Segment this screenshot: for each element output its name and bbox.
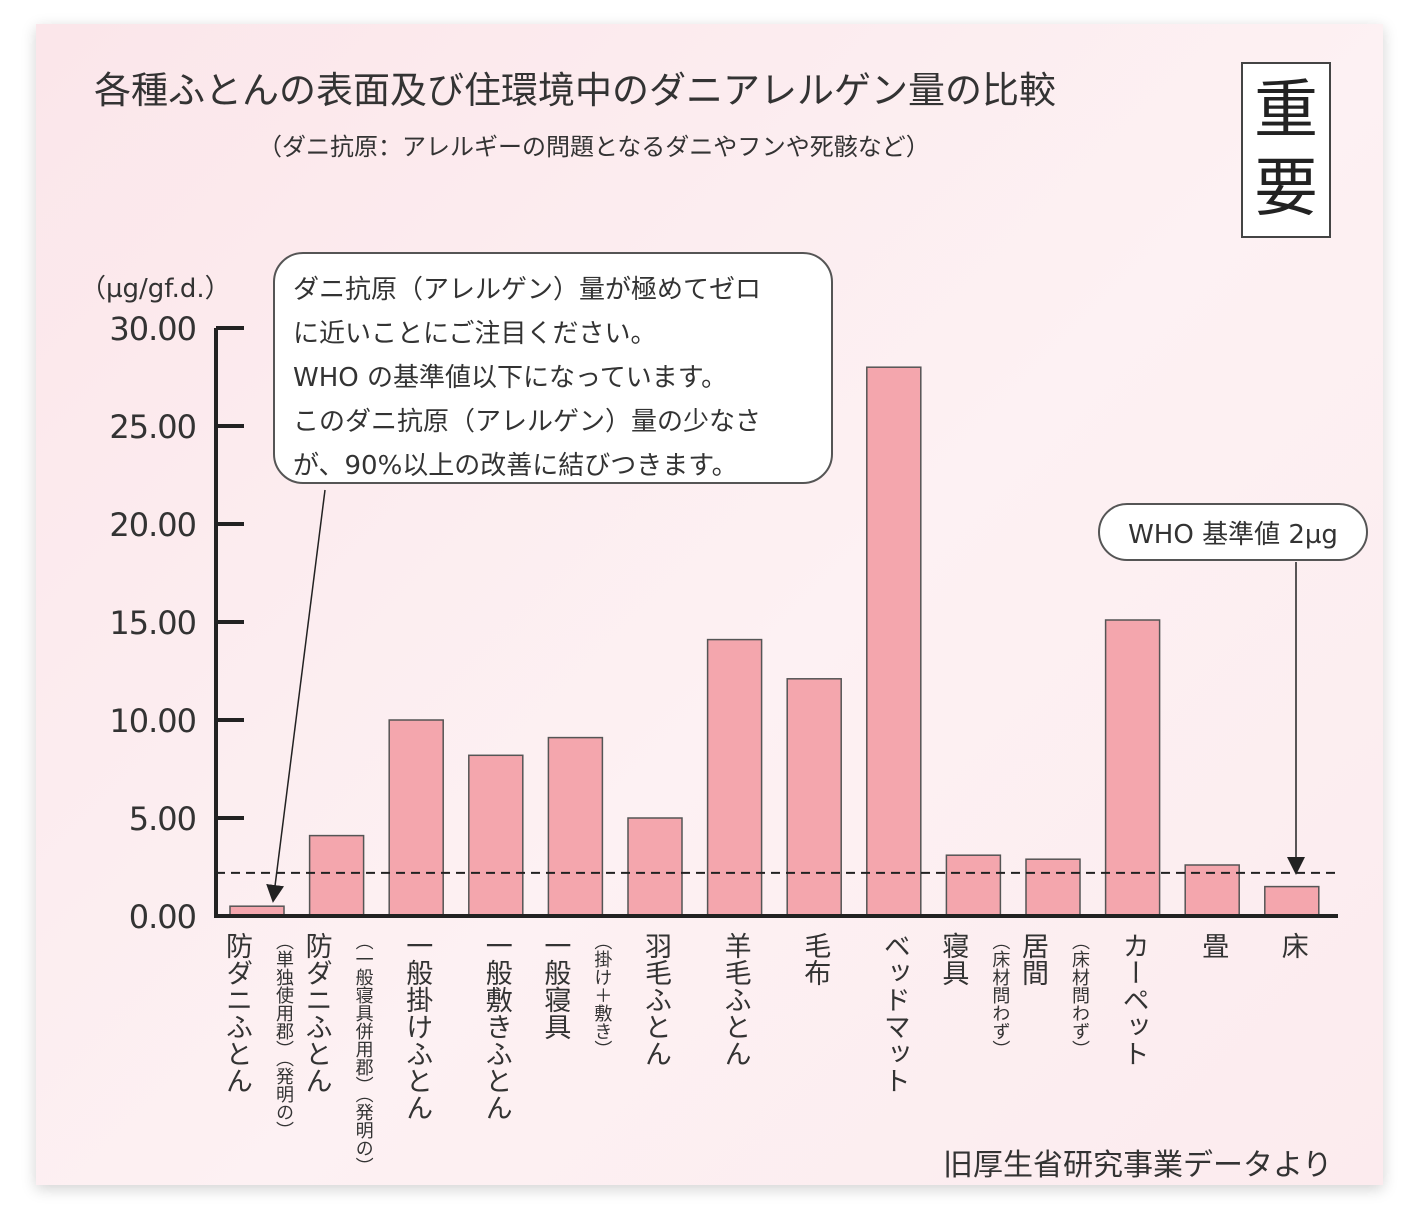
x-category-sublabel: （掛け＋敷き） bbox=[591, 932, 613, 1058]
bar bbox=[706, 638, 763, 917]
chart-title: 各種ふとんの表面及び住環境中のダニアレルゲン量の比較 bbox=[94, 69, 1056, 112]
callout-line: ダニ抗原（アレルゲン）量が極めてゼロ bbox=[293, 275, 762, 305]
bar bbox=[1104, 619, 1161, 917]
bar bbox=[547, 736, 604, 917]
chart-card bbox=[36, 24, 1383, 1185]
x-category-sublabel: （一般寝具併用郡）（発明の） bbox=[352, 932, 374, 1175]
callout-line: WHO の基準値以下になっています。 bbox=[293, 363, 728, 393]
y-tick-label: 25.00 bbox=[109, 408, 197, 446]
x-category-sublabel: （床材問わず） bbox=[1069, 932, 1090, 1058]
bar bbox=[1025, 858, 1081, 917]
y-tick-label: 15.00 bbox=[109, 604, 197, 642]
callout-line: このダニ抗原（アレルゲン）量の少なさ bbox=[293, 407, 762, 437]
x-category-label: 一般敷きふとん bbox=[480, 932, 512, 1121]
chart-subtitle: （ダニ抗原：アレルギーの問題となるダニやフンや死骸など） bbox=[258, 133, 930, 161]
badge-char: 要 bbox=[1254, 152, 1318, 226]
y-tick-label: 30.00 bbox=[109, 310, 197, 348]
x-category-label: 防ダニふとん bbox=[221, 932, 252, 1094]
data-source-note: 旧厚生省研究事業データより bbox=[943, 1148, 1333, 1183]
bar bbox=[308, 834, 365, 917]
x-category-label: 防ダニふとん bbox=[300, 932, 332, 1094]
bar bbox=[866, 366, 922, 917]
x-category-label: 寝具 bbox=[937, 932, 969, 986]
x-category-label: カーペット bbox=[1117, 932, 1149, 1067]
bar bbox=[627, 817, 683, 917]
who-standard-callout: WHO 基準値 2µg bbox=[1098, 503, 1368, 561]
y-tick-label: 10.00 bbox=[109, 702, 197, 740]
callout-line: が、90%以上の改善に結びつきます。 bbox=[293, 451, 738, 481]
zero-allergen-callout: ダニ抗原（アレルゲン）量が極めてゼロ に近いことにご注目ください。 WHO の基… bbox=[273, 252, 833, 484]
x-category-sublabel: （床材問わず） bbox=[989, 932, 1011, 1058]
x-category-label: 畳 bbox=[1197, 932, 1229, 959]
bar bbox=[945, 854, 1002, 917]
bar bbox=[468, 754, 524, 917]
y-tick-label: 0.00 bbox=[128, 898, 197, 936]
bar bbox=[1264, 885, 1320, 917]
x-category-label: 居間 bbox=[1017, 932, 1048, 986]
bar bbox=[786, 678, 842, 917]
y-tick-label: 20.00 bbox=[109, 506, 197, 544]
x-category-label: 毛布 bbox=[799, 932, 831, 986]
x-category-label: 一般掛けふとん bbox=[401, 932, 433, 1121]
x-category-label: 羊毛ふとん bbox=[719, 932, 751, 1067]
x-category-label: 床 bbox=[1276, 932, 1308, 959]
y-axis-unit: （µg/gf.d.） bbox=[80, 274, 231, 304]
x-category-label: 一般寝具 bbox=[539, 932, 571, 1040]
callout-line: に近いことにご注目ください。 bbox=[293, 319, 657, 349]
y-tick-label: 5.00 bbox=[128, 800, 197, 838]
x-category-sublabel: （単独使用郡）（発明の） bbox=[273, 932, 294, 1139]
badge-char: 重 bbox=[1254, 74, 1318, 148]
importance-badge: 重 要 bbox=[1241, 62, 1331, 238]
bar bbox=[388, 719, 444, 917]
x-category-label: 羽毛ふとん bbox=[640, 932, 671, 1067]
x-category-label: ベッドマット bbox=[878, 932, 910, 1094]
callout-arrow bbox=[266, 489, 326, 903]
